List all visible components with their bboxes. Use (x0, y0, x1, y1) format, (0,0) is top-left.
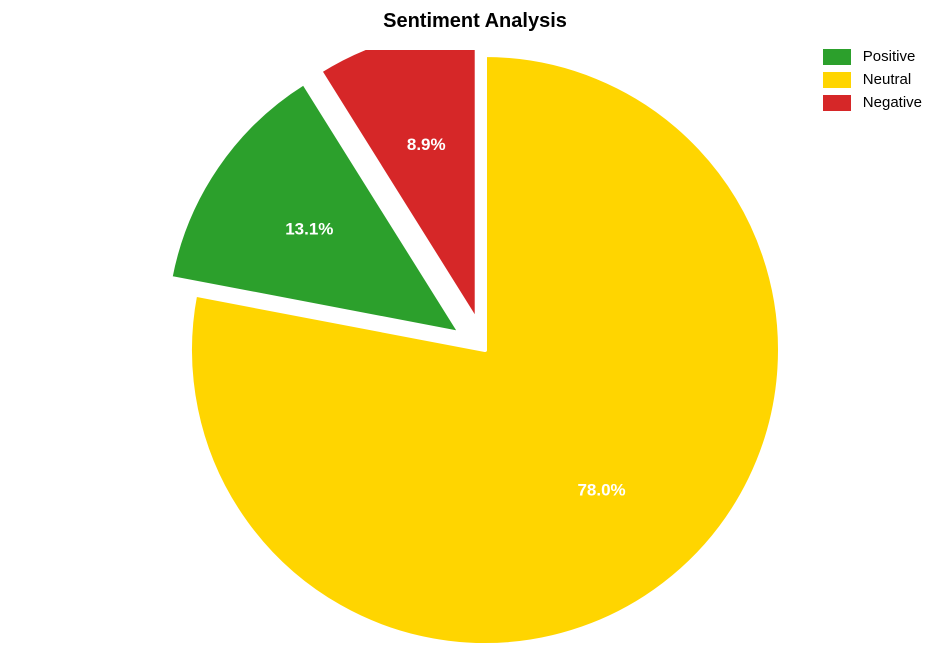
chart-legend: Positive Neutral Negative (823, 48, 922, 117)
legend-item-negative: Negative (823, 94, 922, 111)
legend-swatch-positive (823, 49, 851, 65)
legend-label-neutral: Neutral (863, 71, 911, 88)
pie-slice-label-positive: 13.1% (285, 219, 333, 238)
chart-title: Sentiment Analysis (0, 10, 950, 33)
legend-swatch-neutral (823, 72, 851, 88)
legend-swatch-negative (823, 95, 851, 111)
pie-slice-label-neutral: 78.0% (577, 480, 625, 499)
legend-label-positive: Positive (863, 48, 916, 65)
legend-item-positive: Positive (823, 48, 922, 65)
legend-label-negative: Negative (863, 94, 922, 111)
sentiment-pie-chart: Sentiment Analysis 8.9% 13.1% 78.0% Positi… (0, 0, 950, 662)
pie-svg: 8.9% 13.1% 78.0% (140, 50, 830, 650)
pie-slice-label-negative: 8.9% (407, 135, 446, 154)
legend-item-neutral: Neutral (823, 71, 922, 88)
